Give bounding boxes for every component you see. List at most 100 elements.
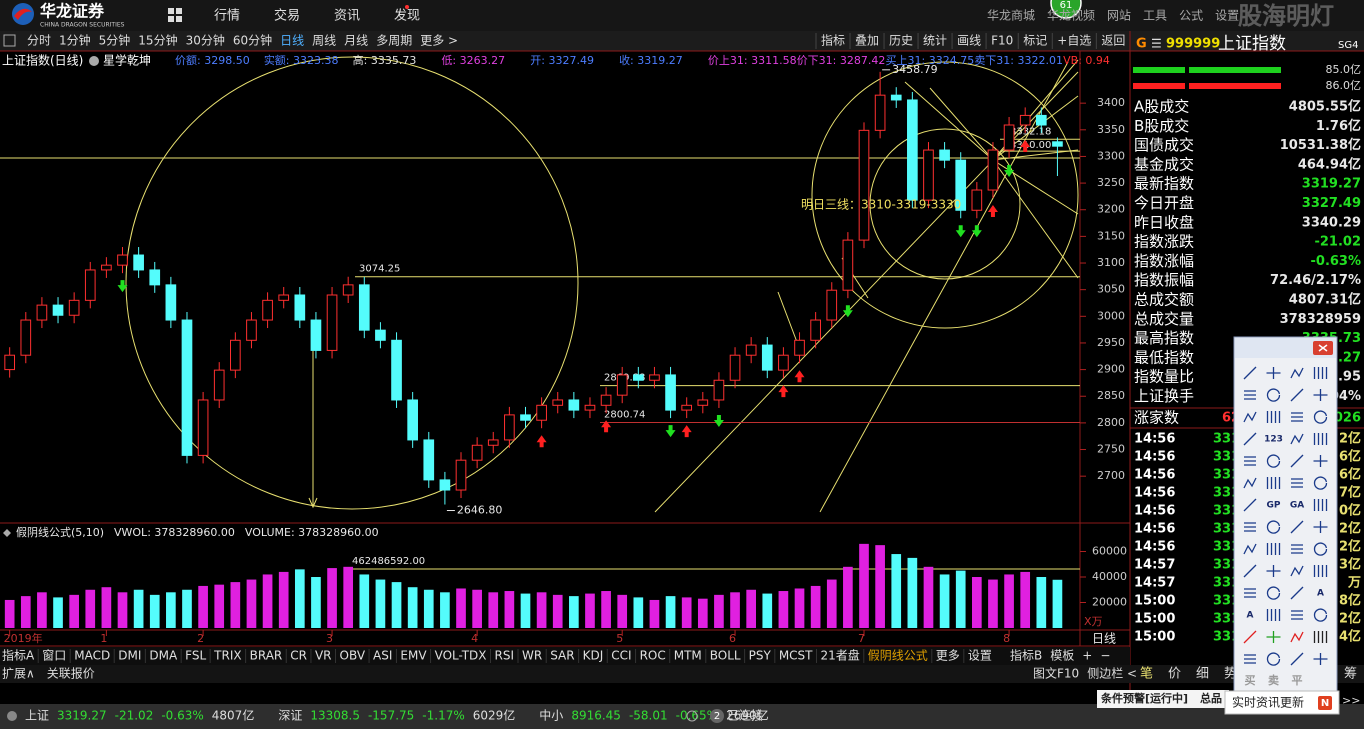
side-tab[interactable]: 笔 xyxy=(1140,666,1153,682)
indicator-tab[interactable]: EMV xyxy=(400,649,427,663)
indicator-tab[interactable]: MTM xyxy=(674,649,702,663)
indicator-tab[interactable]: KDJ xyxy=(583,649,604,663)
tool-button[interactable]: +自选 xyxy=(1057,34,1091,48)
side-tab[interactable]: 细 xyxy=(1196,667,1209,682)
tool-icon xyxy=(1313,389,1328,401)
y-tick-label: 20000 xyxy=(1092,596,1127,609)
tick-amount: 0亿 xyxy=(1339,503,1361,519)
period-tab[interactable]: 分时 xyxy=(27,34,51,48)
indicator-tab[interactable]: ROC xyxy=(640,649,666,663)
indicator-tab[interactable]: FSL xyxy=(185,649,206,663)
top-link[interactable]: 工具 xyxy=(1143,9,1167,23)
side-tab[interactable]: 筹 xyxy=(1344,666,1357,682)
indicator-tab[interactable]: − xyxy=(1100,649,1110,663)
indicator-tab[interactable]: 21者盘 xyxy=(821,648,860,663)
period-tab[interactable]: 更多 > xyxy=(420,34,458,48)
tool-button[interactable]: 画线 xyxy=(957,34,981,48)
period-tab[interactable]: 日线 xyxy=(280,34,304,48)
news-box[interactable] xyxy=(1224,690,1340,715)
period-tab[interactable]: 15分钟 xyxy=(138,33,177,48)
ext-tab[interactable]: 侧边栏 < xyxy=(1087,666,1137,681)
indicator-tab[interactable]: MCST xyxy=(779,649,813,663)
indicator-tab[interactable]: OBV xyxy=(340,649,366,663)
menu-item[interactable]: 资讯 xyxy=(334,9,360,24)
sell-signal xyxy=(713,414,724,427)
top-link[interactable]: 网站 xyxy=(1107,9,1131,23)
volume-bar xyxy=(955,570,966,628)
indicator-tab[interactable]: 假阴线公式 xyxy=(868,649,928,663)
ext-tab[interactable]: 关联报价 xyxy=(47,666,95,681)
y-tick-label: 3100 xyxy=(1097,256,1125,269)
grid-icon[interactable] xyxy=(168,8,182,22)
indicator-tab[interactable]: DMI xyxy=(118,649,141,663)
menu-item[interactable]: 交易 xyxy=(274,8,300,24)
side-tab[interactable]: 价 xyxy=(1168,667,1181,682)
panel-toggle[interactable] xyxy=(3,34,16,47)
indicator-tab[interactable]: MACD xyxy=(74,649,110,663)
period-tab[interactable]: 周线 xyxy=(312,34,336,48)
indicator-tab[interactable]: 更多 xyxy=(936,649,960,663)
candle-body xyxy=(262,299,273,321)
volume-bar xyxy=(520,593,531,628)
period-tab[interactable]: 30分钟 xyxy=(186,33,225,48)
stat-label: 指数涨幅 xyxy=(1134,252,1194,270)
tool-button[interactable]: 标记 xyxy=(1023,34,1047,48)
period-tab[interactable]: 月线 xyxy=(344,34,368,48)
tool-button[interactable]: 历史 xyxy=(889,34,913,48)
indicator-tab[interactable]: CCI xyxy=(611,649,631,663)
tool-label: 卖 xyxy=(1268,673,1279,687)
tool-icon xyxy=(1290,367,1304,379)
top-link[interactable]: 华龙视频 xyxy=(1047,8,1095,23)
tool-icon xyxy=(1243,366,1257,380)
tool-button[interactable]: 叠加 xyxy=(855,34,879,48)
indicator-tab[interactable]: 模板 xyxy=(1050,649,1074,663)
indicator-tab[interactable]: TRIX xyxy=(213,649,241,663)
indicator-tab[interactable]: CR xyxy=(290,649,307,663)
tool-icon xyxy=(1243,543,1257,555)
ext-tab[interactable]: 扩展∧ xyxy=(2,667,35,681)
top-link[interactable]: 华龙商城 xyxy=(987,8,1035,23)
tool-button[interactable]: 统计 xyxy=(923,34,947,48)
indicator-tab[interactable]: VR xyxy=(315,649,332,663)
tick-time: 14:57 xyxy=(1134,576,1175,591)
indicator-tab[interactable]: BRAR xyxy=(250,649,283,663)
top-link[interactable]: 公式 xyxy=(1179,9,1203,23)
tool-button[interactable]: 返回 xyxy=(1101,34,1125,48)
indicator-tab[interactable]: PSY xyxy=(749,649,772,663)
menu-item[interactable]: 发现 xyxy=(394,8,420,24)
tool-button[interactable]: 指标 xyxy=(821,33,845,48)
tick-time: 15:00 xyxy=(1134,594,1175,609)
period-tab[interactable]: 多周期 xyxy=(376,34,412,48)
period-tab[interactable]: 1分钟 xyxy=(59,33,91,48)
ext-tab[interactable]: 图文F10 xyxy=(1033,666,1079,681)
tool-icon xyxy=(1313,608,1328,622)
indicator-tab[interactable]: 窗口 xyxy=(42,649,66,663)
indicator-tab[interactable]: ASI xyxy=(373,649,392,663)
stat-label: 国债成交 xyxy=(1134,136,1194,154)
indicator-tab[interactable]: VOL-TDX xyxy=(435,649,487,663)
indicator-tab[interactable]: WR xyxy=(522,649,542,663)
top-link[interactable]: 设置 xyxy=(1215,9,1239,23)
period-tab[interactable]: 60分钟 xyxy=(233,33,272,48)
indicator-tab[interactable]: 指标A xyxy=(2,648,35,663)
indicator-tab[interactable]: 设置 xyxy=(968,649,992,663)
more-button[interactable]: >> xyxy=(1342,694,1360,707)
stat-value: 4807.31亿 xyxy=(1289,292,1361,308)
header-field: 价下31: 3287.42 xyxy=(797,54,886,67)
indicator-tab[interactable]: BOLL xyxy=(710,649,741,663)
tool-icon xyxy=(1266,631,1281,643)
tool-button[interactable]: F10 xyxy=(991,34,1013,48)
status-item: 深证 xyxy=(278,709,302,723)
indicator-tab[interactable]: RSI xyxy=(495,649,515,663)
volume-bar xyxy=(601,591,611,628)
indicator-tab[interactable]: DMA xyxy=(149,649,178,663)
indicator-tab[interactable]: 指标B xyxy=(1010,648,1042,663)
indicator-tab[interactable]: + xyxy=(1082,649,1092,663)
indicator-tab[interactable]: SAR xyxy=(550,649,574,663)
menu-item[interactable]: 行情 xyxy=(214,9,240,24)
period-tab[interactable]: 5分钟 xyxy=(99,33,131,48)
volume-bar xyxy=(988,579,998,628)
candle-body xyxy=(874,94,886,131)
stat-label: 指数量比 xyxy=(1134,368,1194,386)
candle-body xyxy=(1035,114,1047,126)
